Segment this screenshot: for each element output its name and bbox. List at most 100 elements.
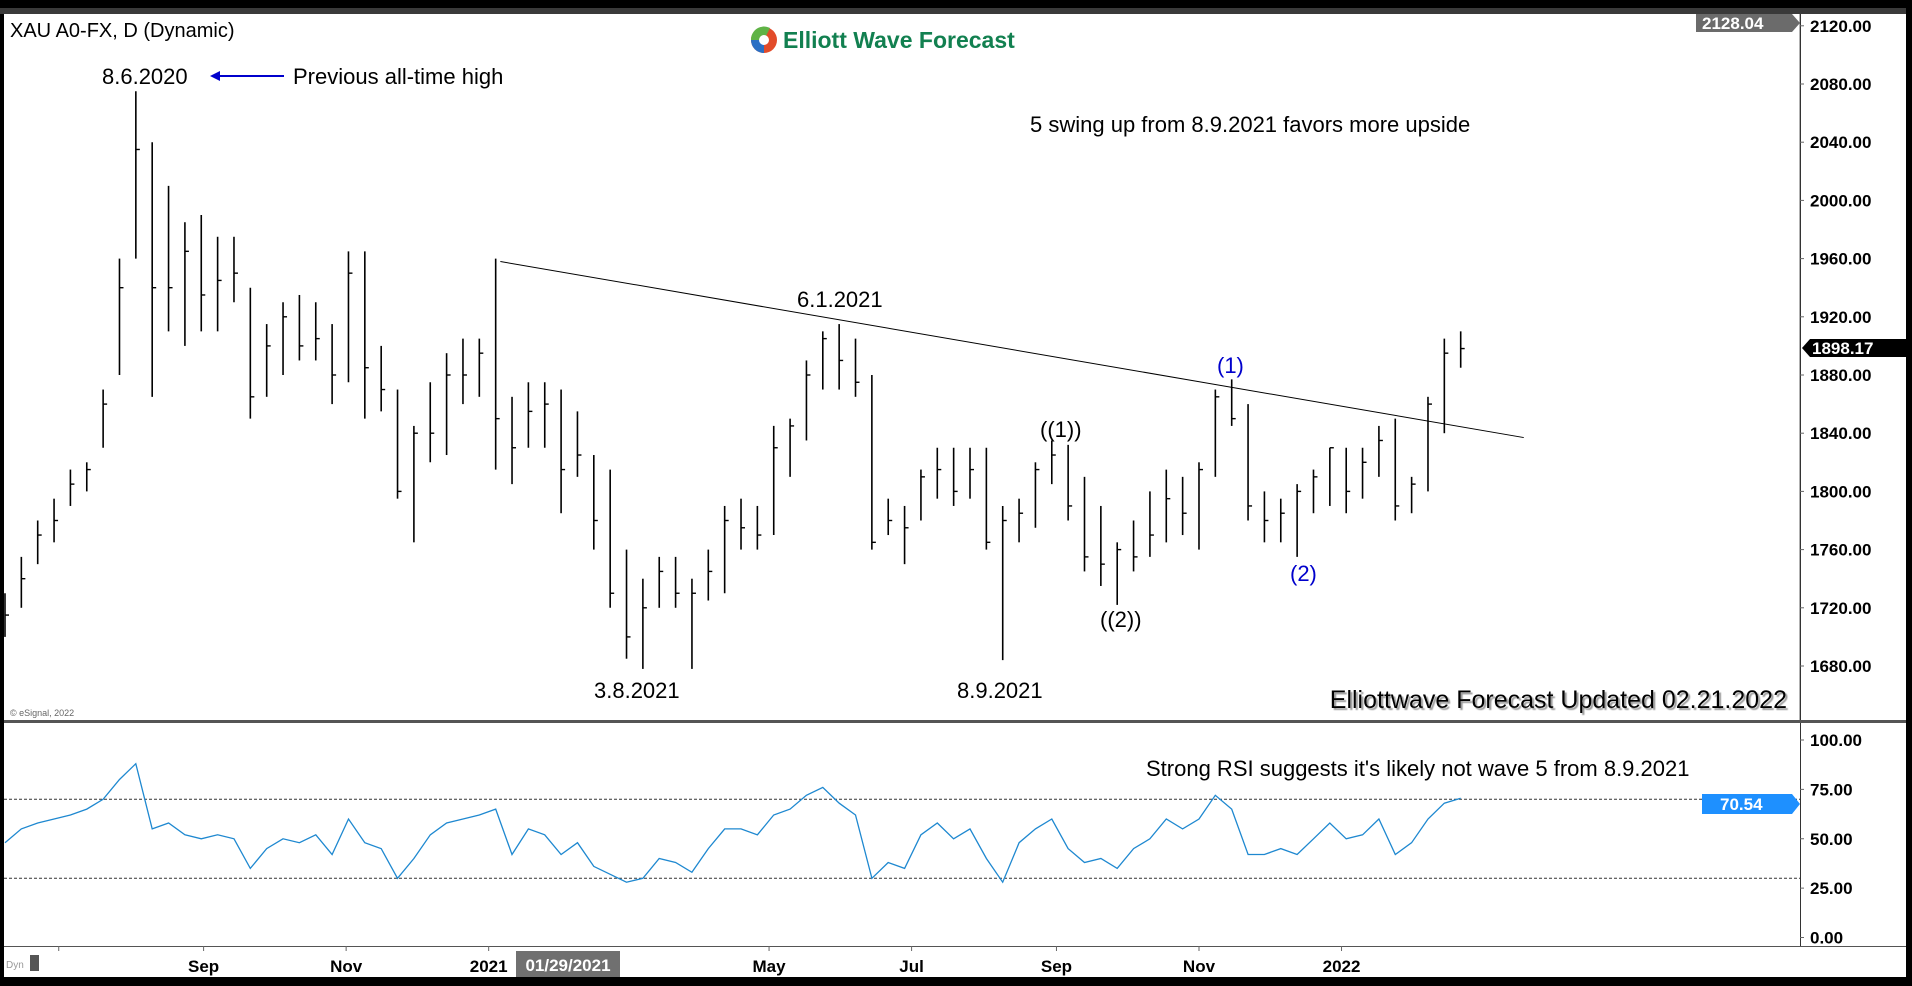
price-tick-label: 1920.00 [1810,308,1871,327]
ohlc-bar [887,498,893,536]
ohlc-bar [1050,440,1056,485]
ohlc-bar [396,389,402,499]
june-label: 6.1.2021 [797,287,883,312]
ohlc-bar [723,505,729,594]
ohlc-bar [1247,404,1253,521]
ohlc-bar [85,462,91,492]
august-low-label: 8.9.2021 [957,678,1043,703]
rsi-tick-label: 25.00 [1810,879,1853,898]
ohlc-bar [200,214,206,332]
price-tick-label: 1960.00 [1810,250,1871,269]
date-tick-label: May [753,957,787,976]
ohlc-bar [135,91,140,259]
price-tick-label: 2120.00 [1810,17,1871,36]
date-tick-label: 2022 [1323,957,1361,976]
ohlc-bar [969,447,975,499]
logo-text: Elliott Wave Forecast [783,27,1015,53]
price-tick-label: 1760.00 [1810,541,1871,560]
ohlc-bar [314,302,320,361]
ohlc-bar [1230,379,1236,426]
ohlc-bar [1181,476,1187,536]
rsi-value-badge: 70.54 [1702,794,1800,814]
ohlc-bar [1312,469,1318,514]
ohlc-bar [1345,447,1351,514]
ohlc-bar [658,556,664,608]
ohlc-bar [331,324,337,405]
ohlc-bar [1001,505,1007,661]
date-axis[interactable] [4,947,1906,977]
ohlc-bar [1067,444,1073,521]
ohlc-bar [527,382,533,448]
svg-text:2128.04: 2128.04 [1702,14,1764,33]
ohlc-bar [543,382,549,448]
left-arrow-icon [210,71,284,81]
ohlc-bar [1443,338,1449,434]
ohlc-bar [1034,462,1040,528]
ohlc-bar [1427,396,1432,492]
ohlc-bar [871,375,876,550]
price-tick-label: 1720.00 [1810,599,1871,618]
price-tick-label: 1680.00 [1810,657,1871,676]
rsi-note: Strong RSI suggests it's likely not wave… [1146,756,1689,781]
ohlc-bar [772,425,778,536]
ohlc-bar [478,338,484,397]
price-pane[interactable] [4,14,1800,720]
ohlc-bar [1279,498,1285,543]
ohlc-bar [756,505,762,550]
ohlc-bar [1410,476,1416,514]
ohlc-bar [216,236,222,332]
date-tick-label: Jul [899,957,924,976]
ohlc-bar [429,382,435,463]
last-price-badge: 1898.17 [1802,339,1906,358]
ohlc-bar [249,287,255,419]
ohlc-bar [167,185,173,332]
ohlc-bar [936,447,942,499]
rsi-tick-label: 50.00 [1810,830,1853,849]
corner-button[interactable] [30,955,39,971]
ohlc-bar [691,578,696,669]
ath-note: Previous all-time high [293,64,503,89]
ohlc-bar [838,324,844,390]
ohlc-bar [511,396,517,485]
cursor-date-badge: 01/29/2021 [516,951,620,977]
svg-text:01/29/2021: 01/29/2021 [525,956,610,975]
rsi-tick-label: 100.00 [1810,731,1862,750]
ohlc-bar [642,578,647,669]
ohlc-bar [1394,418,1400,521]
ohlc-bar [1329,447,1334,506]
rsi-axis[interactable] [1801,723,1906,946]
date-tick-label: 2021 [470,957,508,976]
ohlc-bar [364,251,369,419]
ohlc-bar [1100,505,1105,586]
ohlc-bar [347,251,353,383]
ohlc-bar [593,455,598,550]
ohlc-bar [380,345,386,412]
date-tick-label: Sep [188,957,219,976]
updated-label: Elliottwave Forecast Updated 02.21.2022 [1330,686,1787,714]
ohlc-bar [53,498,59,543]
ohlc-bar [233,236,238,303]
price-tick-label: 1800.00 [1810,482,1871,501]
ohlc-bar [854,338,860,397]
top-price-badge: 2128.04 [1696,14,1800,33]
symbol-title: XAU A0-FX, D (Dynamic) [10,20,234,42]
wave-1-label: (1) [1217,353,1244,378]
ohlc-bar [920,469,925,521]
ohlc-bar [1018,498,1024,543]
resistance-trendline[interactable] [500,261,1524,439]
rsi-tick-label: 0.00 [1810,929,1843,948]
ohlc-bar [36,520,42,565]
ohlc-bar [1083,476,1089,572]
logo: Elliott Wave Forecast [750,26,1015,53]
date-tick-label: Nov [330,957,363,976]
ohlc-bar [184,222,189,346]
ohlc-bar [576,411,582,477]
rsi-pane[interactable] [4,723,1800,946]
price-tick-label: 1880.00 [1810,366,1871,385]
price-axis[interactable] [1801,14,1906,720]
ohlc-bar [102,389,108,448]
ohlc-bar [1198,462,1203,550]
copyright: © eSignal, 2022 [10,708,74,718]
ohlc-bar [462,338,467,405]
